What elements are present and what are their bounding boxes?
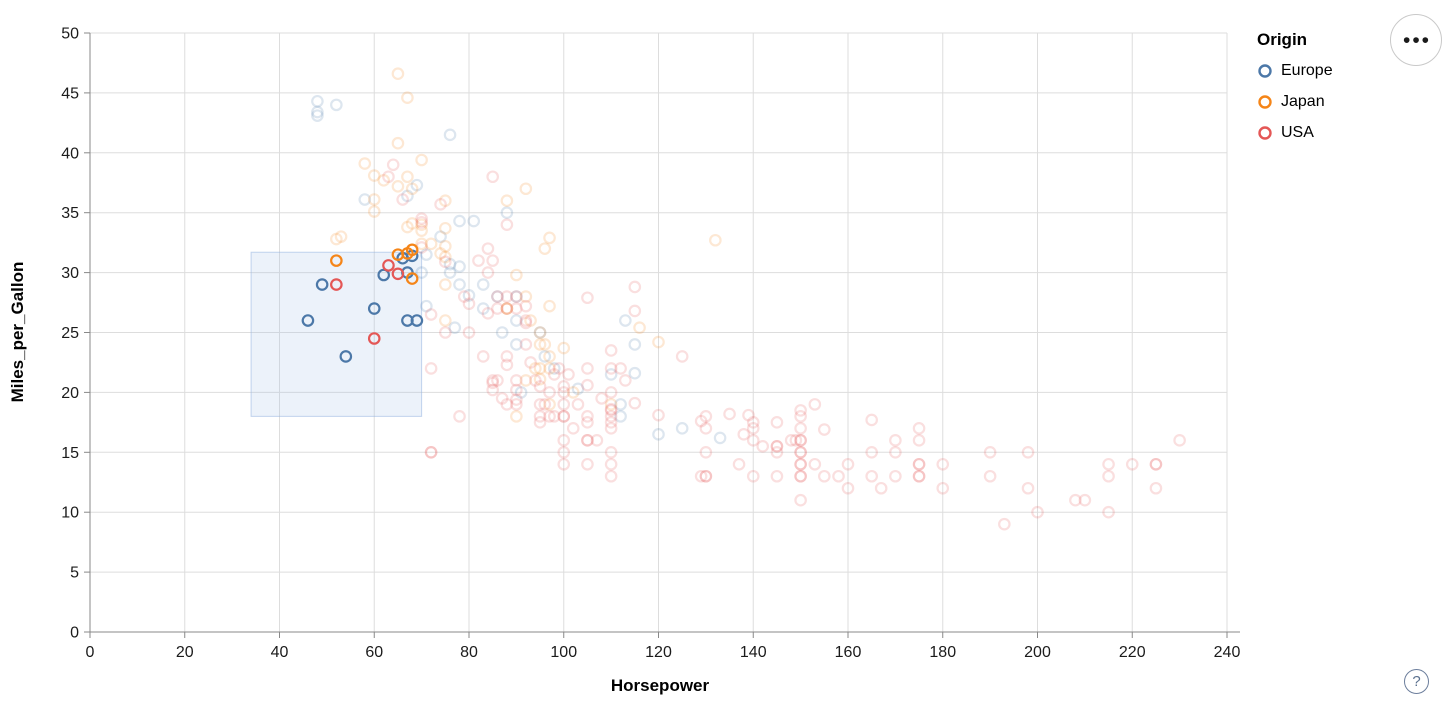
svg-text:30: 30: [61, 265, 79, 282]
question-icon: ?: [1412, 673, 1421, 690]
svg-text:100: 100: [550, 644, 577, 661]
legend-label-usa: USA: [1281, 124, 1314, 141]
svg-text:5: 5: [70, 565, 79, 582]
help-button[interactable]: ?: [1404, 669, 1429, 694]
legend-item-usa: USA: [1257, 124, 1333, 142]
svg-text:200: 200: [1024, 644, 1051, 661]
svg-text:80: 80: [460, 644, 478, 661]
svg-text:50: 50: [61, 26, 79, 43]
svg-text:60: 60: [365, 644, 383, 661]
series-europe-faded: [311, 94, 727, 445]
svg-text:180: 180: [929, 644, 956, 661]
svg-text:40: 40: [271, 644, 289, 661]
svg-text:120: 120: [645, 644, 672, 661]
japan-circle-icon: [1258, 95, 1272, 109]
svg-text:15: 15: [61, 445, 79, 462]
ellipsis-icon: •••: [1402, 28, 1432, 52]
svg-text:20: 20: [61, 385, 79, 402]
svg-text:25: 25: [61, 325, 79, 342]
actions-menu-button[interactable]: •••: [1390, 14, 1442, 66]
y-axis: 0 5 10 15 20 25 30 35 40 45 50: [61, 26, 91, 642]
europe-circle-icon: [1258, 64, 1272, 78]
legend-label-europe: Europe: [1281, 62, 1333, 79]
series-usa-selected: [330, 259, 405, 345]
usa-circle-icon: [1258, 126, 1272, 140]
svg-text:220: 220: [1119, 644, 1146, 661]
series-japan-selected: [330, 243, 419, 285]
x-axis: 0 20 40 60 80 100 120 140 160 180 200 220 240: [86, 631, 1241, 661]
svg-text:240: 240: [1214, 644, 1241, 661]
series-japan-faded: [330, 67, 722, 423]
svg-text:35: 35: [61, 205, 79, 222]
legend-item-europe: Europe: [1257, 62, 1333, 80]
legend-label-japan: Japan: [1281, 93, 1325, 110]
svg-text:0: 0: [70, 625, 79, 642]
svg-text:40: 40: [61, 145, 79, 162]
x-axis-title: Horsepower: [610, 676, 710, 695]
legend: Origin Europe Japan USA: [1257, 30, 1333, 155]
legend-title: Origin: [1257, 30, 1308, 49]
svg-text:20: 20: [176, 644, 194, 661]
svg-text:140: 140: [740, 644, 767, 661]
svg-text:0: 0: [86, 644, 95, 661]
y-axis-title: Miles_per_Gallon: [8, 261, 27, 403]
legend-item-japan: Japan: [1257, 93, 1333, 111]
brush-selection[interactable]: [250, 251, 423, 417]
svg-text:160: 160: [835, 644, 862, 661]
svg-text:45: 45: [61, 85, 79, 102]
series-usa-faded: [382, 158, 1186, 531]
svg-text:10: 10: [61, 505, 79, 522]
